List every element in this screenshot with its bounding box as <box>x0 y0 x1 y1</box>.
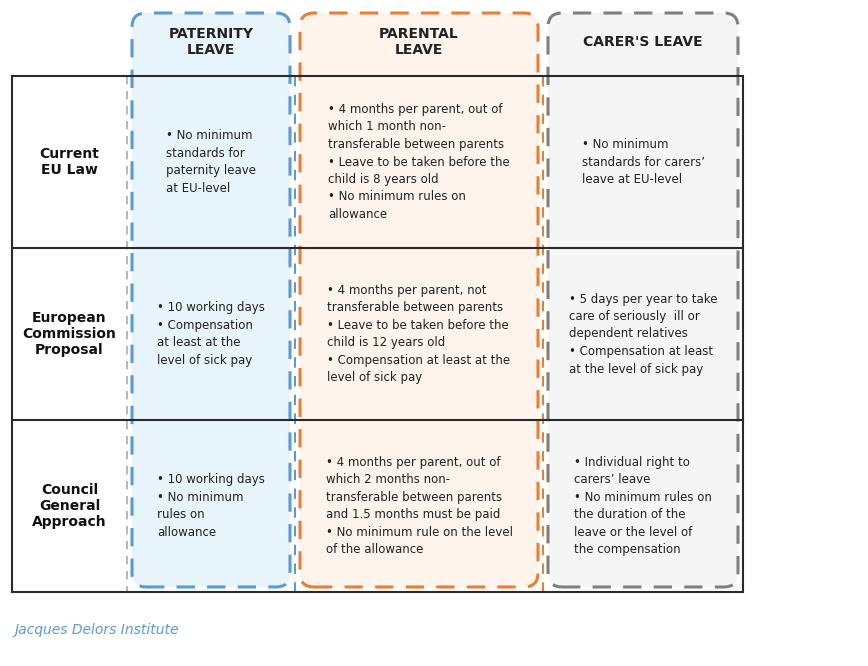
Text: • 5 days per year to take
care of seriously  ill or
dependent relatives
• Compen: • 5 days per year to take care of seriou… <box>569 292 717 376</box>
Text: Council
General
Approach: Council General Approach <box>32 483 107 529</box>
Text: • 10 working days
• Compensation
at least at the
level of sick pay: • 10 working days • Compensation at leas… <box>157 301 265 367</box>
Text: • No minimum
standards for
paternity leave
at EU-level: • No minimum standards for paternity lea… <box>166 129 256 194</box>
Text: Jacques Delors Institute: Jacques Delors Institute <box>14 623 179 637</box>
Text: • 4 months per parent, out of
which 1 month non-
transferable between parents
• : • 4 months per parent, out of which 1 mo… <box>328 103 510 221</box>
Text: CARER'S LEAVE: CARER'S LEAVE <box>583 35 703 49</box>
Text: • 4 months per parent, out of
which 2 months non-
transferable between parents
a: • 4 months per parent, out of which 2 mo… <box>326 456 512 556</box>
Text: Current
EU Law: Current EU Law <box>40 147 100 177</box>
Text: • Individual right to
carers’ leave
• No minimum rules on
the duration of the
le: • Individual right to carers’ leave • No… <box>574 456 712 556</box>
Text: • 4 months per parent, not
transferable between parents
• Leave to be taken befo: • 4 months per parent, not transferable … <box>327 284 510 384</box>
FancyBboxPatch shape <box>548 13 738 587</box>
FancyBboxPatch shape <box>132 13 290 587</box>
Text: PARENTAL
LEAVE: PARENTAL LEAVE <box>379 27 459 57</box>
FancyBboxPatch shape <box>300 13 538 587</box>
Text: European
Commission
Proposal: European Commission Proposal <box>23 311 116 357</box>
Text: PATERNITY
LEAVE: PATERNITY LEAVE <box>168 27 253 57</box>
Text: • 10 working days
• No minimum
rules on
allowance: • 10 working days • No minimum rules on … <box>157 474 265 539</box>
Text: • No minimum
standards for carers’
leave at EU-level: • No minimum standards for carers’ leave… <box>582 138 705 186</box>
